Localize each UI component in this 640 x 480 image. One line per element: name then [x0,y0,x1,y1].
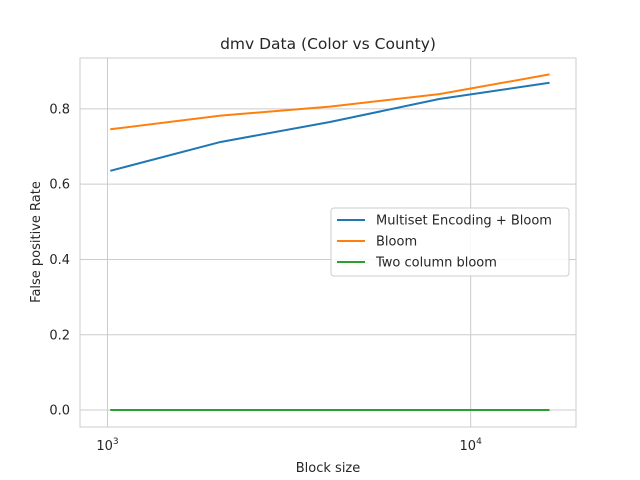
y-tick-label: 0.6 [49,178,70,193]
grid [80,58,576,427]
y-tick-label: 0.0 [49,404,70,419]
legend-label: Bloom [376,235,417,250]
legend-box [330,207,570,277]
y-tick-label: 0.2 [49,328,70,343]
y-axis-label: False positive Rate [29,181,44,303]
x-tick-label: 103 [96,437,118,454]
legend-label: Multiset Encoding + Bloom [376,214,552,229]
x-tick-exponent: 3 [113,437,119,447]
plot-frame [79,57,577,428]
series-lines [110,73,550,412]
x-tick-labels: 103 104 [96,437,482,454]
y-tick-labels: 0.0 0.2 0.4 0.6 0.8 [49,102,70,418]
series-line-2 [110,73,550,131]
chart-title: dmv Data (Color vs County) [220,35,436,53]
y-tick-label: 0.8 [49,102,70,117]
series-line-1 [110,81,550,172]
legend: Multiset Encoding + Bloom Bloom Two column… [330,207,570,277]
x-tick-base: 10 [460,439,477,454]
x-axis-label: Block size [296,461,361,476]
x-tick-exponent: 4 [476,437,482,447]
legend-label: Two column bloom [375,256,497,271]
x-tick-label: 104 [460,437,483,454]
x-tick-base: 10 [96,439,113,454]
y-tick-label: 0.4 [49,253,70,268]
